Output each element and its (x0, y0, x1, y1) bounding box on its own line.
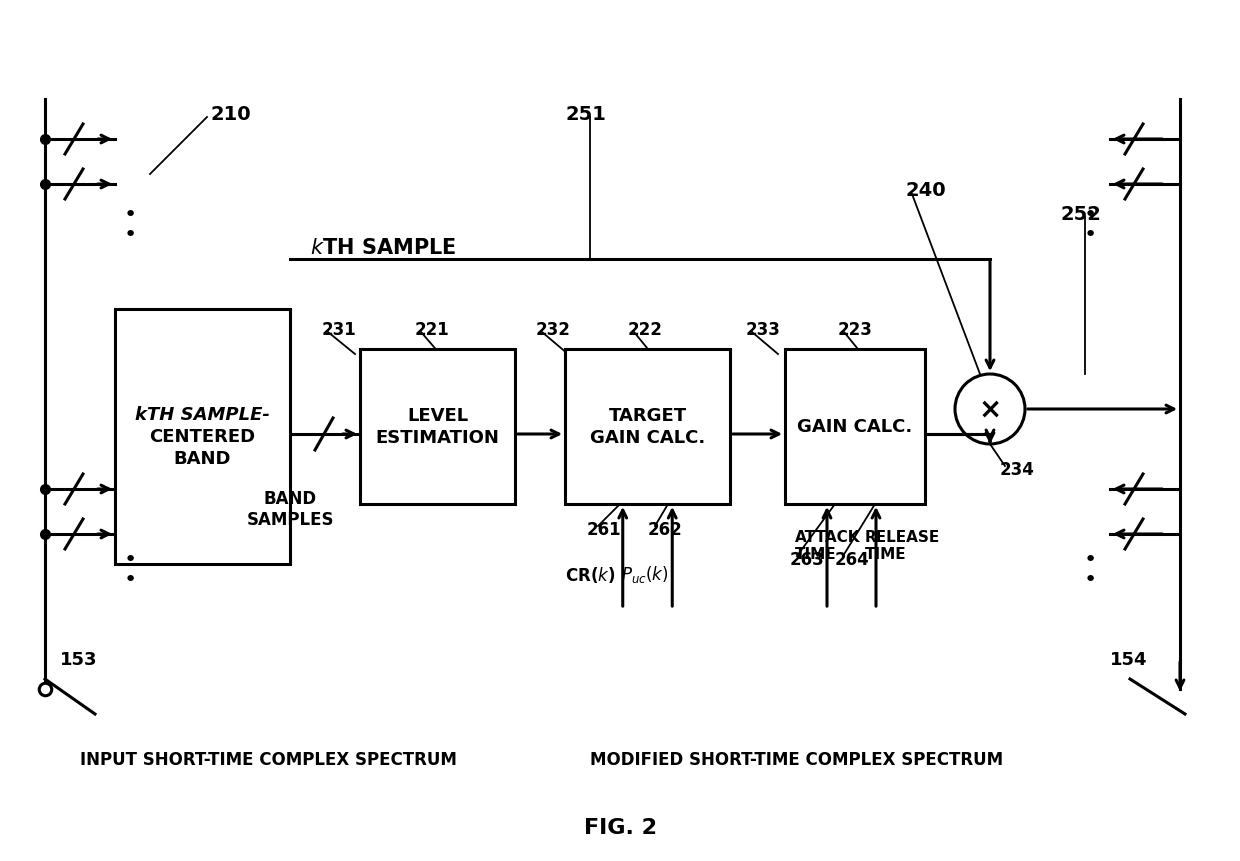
Text: 231: 231 (322, 320, 357, 338)
Text: 251: 251 (565, 105, 606, 124)
Text: GAIN CALC.: GAIN CALC. (797, 418, 913, 436)
Text: ESTIMATION: ESTIMATION (376, 429, 500, 447)
Text: 222: 222 (627, 320, 663, 338)
Text: LEVEL: LEVEL (407, 407, 467, 425)
Bar (360, 350, 515, 505)
Text: FIG. 2: FIG. 2 (584, 817, 656, 837)
Text: •: • (123, 225, 136, 245)
Bar (785, 350, 925, 505)
Text: 262: 262 (649, 520, 683, 538)
Text: INPUT SHORT-TIME COMPLEX SPECTRUM: INPUT SHORT-TIME COMPLEX SPECTRUM (81, 750, 456, 768)
Text: 263: 263 (790, 550, 825, 568)
Text: 210: 210 (210, 105, 250, 124)
Text: 232: 232 (536, 320, 570, 338)
Text: 223: 223 (838, 320, 873, 338)
Text: 154: 154 (1110, 650, 1147, 668)
Bar (565, 350, 730, 505)
Text: GAIN CALC.: GAIN CALC. (590, 429, 706, 447)
Text: 240: 240 (905, 180, 946, 199)
Text: $P_{uc}(k)$: $P_{uc}(k)$ (621, 564, 668, 585)
Text: CR($k$): CR($k$) (565, 564, 615, 585)
Text: BAND: BAND (174, 450, 231, 468)
Text: 221: 221 (415, 320, 450, 338)
Text: TARGET: TARGET (609, 407, 687, 425)
Text: •: • (1084, 205, 1096, 225)
Text: •: • (1084, 225, 1096, 245)
Text: 252: 252 (1060, 205, 1101, 224)
Text: CENTERED: CENTERED (150, 428, 255, 446)
Text: •: • (123, 205, 136, 225)
Text: •: • (123, 549, 136, 569)
Text: •: • (1084, 569, 1096, 589)
Text: 264: 264 (835, 550, 869, 568)
Text: ×: × (978, 395, 1002, 424)
Text: 153: 153 (60, 650, 98, 668)
Text: ATTACK
TIME: ATTACK TIME (795, 530, 861, 561)
Text: •: • (123, 569, 136, 589)
Text: BAND
SAMPLES: BAND SAMPLES (247, 489, 334, 528)
Text: 234: 234 (999, 461, 1035, 479)
Text: RELEASE
TIME: RELEASE TIME (866, 530, 940, 561)
Text: kTH SAMPLE-: kTH SAMPLE- (135, 406, 270, 424)
Text: $\mathit{k}$TH SAMPLE: $\mathit{k}$TH SAMPLE (310, 238, 456, 257)
Text: •: • (1084, 549, 1096, 569)
Text: MODIFIED SHORT-TIME COMPLEX SPECTRUM: MODIFIED SHORT-TIME COMPLEX SPECTRUM (590, 750, 1003, 768)
Bar (115, 310, 290, 564)
Text: 233: 233 (746, 320, 781, 338)
Text: 261: 261 (587, 520, 621, 538)
